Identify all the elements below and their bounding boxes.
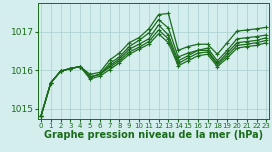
X-axis label: Graphe pression niveau de la mer (hPa): Graphe pression niveau de la mer (hPa) xyxy=(44,130,263,140)
